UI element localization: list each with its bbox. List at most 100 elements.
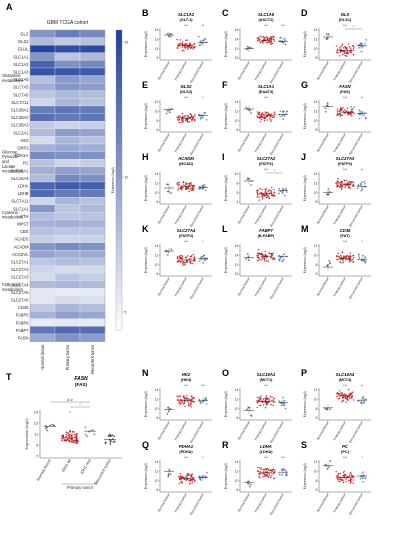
heatmap-cell (79, 37, 106, 46)
data-point (344, 45, 346, 48)
data-point (182, 120, 184, 123)
data-point (278, 192, 280, 195)
data-point (180, 188, 183, 191)
data-point (353, 112, 355, 115)
x-tick-label: Recurrent tumor (93, 457, 112, 485)
scatter-panel-m: M CD36(FAT) 12 10 8 6 Expression (log2) Normal … (301, 224, 371, 300)
panel-letter: R (222, 440, 229, 450)
data-point (73, 433, 76, 436)
heatmap-gene-label: HK2 (21, 138, 30, 143)
heatmap-gene-label: SLC1A1 (13, 206, 29, 211)
heatmap-gene-label: FABP5 (16, 313, 29, 318)
data-point (362, 480, 364, 483)
data-point (199, 400, 202, 403)
data-point (187, 404, 190, 406)
data-point (362, 477, 365, 480)
data-point (353, 46, 355, 48)
heatmap-cell (29, 60, 56, 69)
data-point (189, 188, 192, 190)
data-point (346, 398, 348, 400)
data-point (263, 468, 266, 471)
x-tick-label: Recurrent tumor (348, 492, 364, 516)
data-point (350, 51, 353, 54)
data-point (345, 397, 347, 400)
y-tick-label: 15 (34, 409, 39, 414)
data-point (273, 401, 275, 403)
data-point (342, 481, 345, 484)
data-point (258, 257, 260, 259)
data-point (190, 116, 192, 118)
y-tick-label: 12 (235, 263, 239, 267)
colorbar-tick-label: 5 (125, 311, 127, 315)
data-point (167, 410, 170, 413)
data-point (329, 408, 331, 411)
data-point (185, 188, 187, 191)
y-tick-label: 14 (155, 172, 159, 176)
data-point (279, 190, 282, 193)
data-point (270, 192, 273, 194)
data-point (270, 470, 272, 472)
heatmap-cell (29, 257, 56, 266)
data-point (180, 121, 182, 124)
heatmap-cell (29, 303, 56, 312)
data-point (187, 47, 190, 49)
data-point (187, 397, 190, 400)
data-point (336, 184, 338, 186)
heatmap-gene-label: SLC2A1 (13, 130, 29, 135)
data-point (270, 254, 273, 256)
data-point (181, 43, 184, 46)
data-point (272, 38, 275, 41)
data-point (190, 46, 193, 48)
gene-name: SLC1A1 (258, 84, 275, 89)
data-point (180, 402, 182, 405)
data-point (342, 107, 344, 109)
data-point (259, 258, 261, 260)
heatmap-gene-label: FASN (18, 335, 29, 340)
data-point (186, 39, 189, 41)
data-point (273, 477, 275, 480)
data-point (349, 183, 352, 185)
data-point (337, 177, 339, 180)
data-point (264, 253, 266, 256)
data-point (169, 35, 172, 38)
data-point (177, 399, 180, 401)
data-point (325, 408, 328, 411)
data-point (186, 397, 188, 400)
heatmap-column-label: Recurrent tumor (90, 344, 95, 374)
data-point (190, 260, 192, 263)
y-tick-label: 12 (155, 254, 159, 258)
heatmap-cell (54, 143, 81, 152)
data-point (269, 41, 271, 43)
significance-mark: * (202, 96, 204, 100)
data-point (92, 429, 94, 432)
data-point (352, 399, 355, 401)
data-point (185, 183, 188, 186)
data-point (263, 472, 265, 475)
data-point (51, 423, 54, 426)
protein-name: (B-FABP) (258, 234, 275, 238)
data-point (342, 399, 345, 402)
data-point (349, 481, 352, 483)
data-point (352, 260, 355, 263)
gene-name: SLC16A4 (336, 372, 355, 377)
data-point (348, 261, 351, 263)
heatmap-cell (54, 159, 81, 167)
heatmap-gene-label: PC (23, 161, 29, 166)
data-point (265, 35, 268, 38)
data-point (325, 38, 328, 41)
data-point (363, 111, 366, 114)
heatmap-cell (79, 265, 106, 274)
data-point (283, 115, 286, 117)
heatmap-cell (54, 128, 81, 137)
data-point (340, 254, 342, 257)
data-point (65, 435, 67, 438)
protein-name: (MCAD) (179, 162, 194, 166)
data-point (192, 400, 195, 403)
data-point (187, 187, 189, 190)
data-point (269, 113, 271, 116)
data-point (336, 185, 339, 188)
heatmap-cell (54, 204, 81, 213)
data-point (328, 466, 331, 468)
y-tick-label: 6 (316, 416, 318, 420)
data-point (272, 404, 274, 407)
